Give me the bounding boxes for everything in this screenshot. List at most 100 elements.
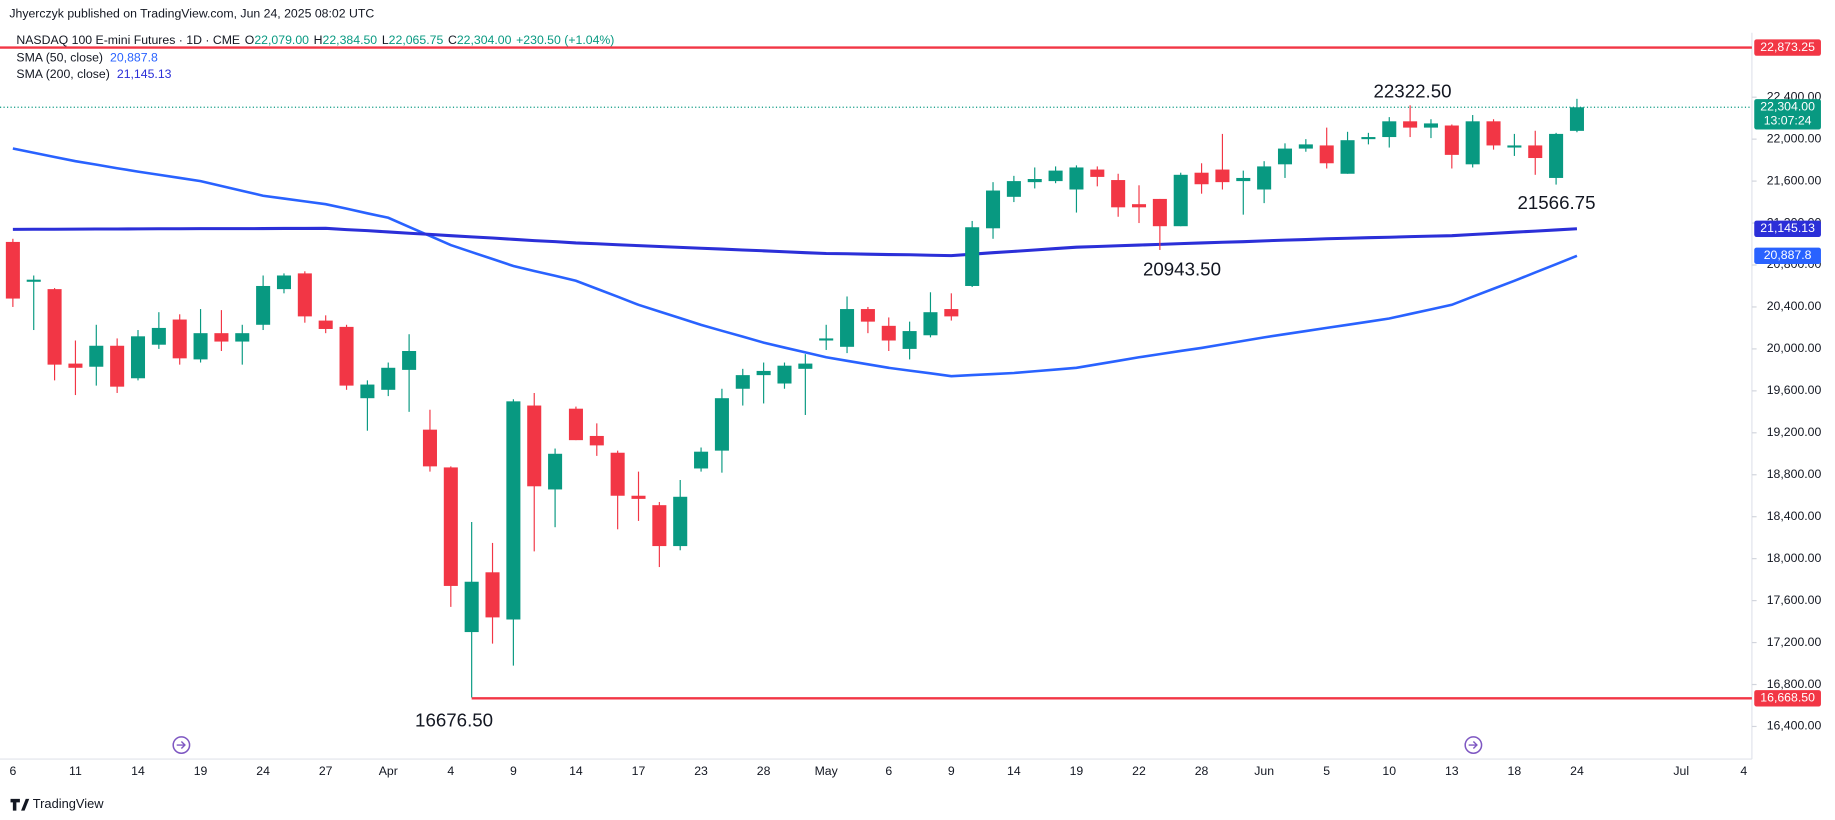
ohlc-label: H <box>314 33 323 47</box>
candle-body <box>1549 133 1564 178</box>
candle-body <box>214 333 229 342</box>
y-tick-label: 17,200.00 <box>1767 635 1822 649</box>
candle-body <box>1111 180 1126 208</box>
candle-body <box>89 345 104 367</box>
x-tick-label: 6 <box>885 764 892 778</box>
candle-body <box>965 227 980 286</box>
candle-body <box>1465 121 1480 165</box>
candle-body <box>673 496 688 547</box>
candle-body <box>589 435 604 446</box>
candle-body <box>1152 198 1167 227</box>
ohlc-value: 22,304.00 <box>457 33 512 47</box>
y-tick-label: 20,000.00 <box>1767 341 1822 355</box>
candle-body <box>860 309 875 322</box>
candle-body <box>944 309 959 317</box>
candle-body <box>714 398 729 451</box>
candle-body <box>1319 145 1334 164</box>
legend-ohlc: NASDAQ 100 E-mini Futures · 1D · CME O22,… <box>16 33 614 47</box>
candle-body <box>756 370 771 376</box>
candle-body <box>1298 144 1313 149</box>
legend-value: 20,887.8 <box>110 51 158 65</box>
candle-body <box>5 241 20 299</box>
y-tick-label: 21,600.00 <box>1767 173 1822 187</box>
event-icon[interactable] <box>1464 736 1483 754</box>
y-tick-label: 18,400.00 <box>1767 509 1822 523</box>
candle-body <box>1069 167 1084 190</box>
x-tick-label: 27 <box>319 764 333 778</box>
x-tick-label: 11 <box>69 764 82 778</box>
candle-body <box>1528 145 1543 159</box>
price-label-box <box>1754 690 1821 707</box>
legend-sma50: SMA (50, close) 20,887.8 <box>16 51 158 65</box>
x-tick-label: Jun <box>1254 764 1274 778</box>
ohlc-value: 22,065.75 <box>389 33 444 47</box>
candle-body <box>1423 123 1438 128</box>
chart-title: NASDAQ 100 E-mini Futures · 1D · CME <box>16 33 240 47</box>
candle-body <box>1569 107 1584 131</box>
candle-body <box>923 312 938 336</box>
x-tick-label: 14 <box>569 764 583 778</box>
candle-body <box>1131 204 1147 208</box>
candle-body <box>902 331 917 349</box>
candle-body <box>151 327 166 345</box>
candle-body <box>1382 121 1397 138</box>
candle-body <box>735 375 750 389</box>
candle-body <box>339 326 354 386</box>
x-tick-label: 9 <box>510 764 517 778</box>
legend-value: 21,145.13 <box>117 67 172 81</box>
candle-body <box>1048 170 1063 182</box>
brand: TradingView <box>33 796 104 811</box>
candle-body <box>360 384 375 399</box>
candle-body <box>610 452 625 496</box>
y-tick-label: 22,000.00 <box>1767 131 1822 145</box>
candle-body <box>568 408 583 441</box>
x-tick-label: 4 <box>1740 764 1747 778</box>
candle-body <box>1173 174 1188 227</box>
x-tick-label: 28 <box>757 764 771 778</box>
y-tick-label: 20,400.00 <box>1767 299 1822 313</box>
candle-body <box>777 365 792 384</box>
sma-line <box>12 147 1578 378</box>
candle-body <box>1236 177 1251 182</box>
x-tick-label: 18 <box>1508 764 1522 778</box>
y-tick-label: 17,600.00 <box>1767 593 1822 607</box>
change: +230.50 (+1.04%) <box>516 33 614 47</box>
event-icon[interactable] <box>172 736 191 754</box>
legend-entry: SMA (50, close) <box>16 51 103 65</box>
candle-body <box>1507 145 1522 148</box>
x-tick-label: Apr <box>379 764 398 778</box>
candle-body <box>1277 148 1293 165</box>
candle-body <box>986 190 1001 229</box>
candle-body <box>1194 172 1209 185</box>
x-tick-label: 23 <box>694 764 708 778</box>
price-label: 20,887.8 <box>1764 248 1812 262</box>
candle-body <box>193 333 208 360</box>
annotation: 16676.50 <box>415 710 493 731</box>
candle-body <box>1090 169 1105 177</box>
x-tick-label: 9 <box>948 764 955 778</box>
candle-body <box>840 309 855 347</box>
candle-body <box>1403 121 1418 128</box>
candle-body <box>256 285 271 325</box>
candle-body <box>1215 169 1230 183</box>
candle-body <box>694 451 709 469</box>
countdown: 13:07:24 <box>1764 114 1812 128</box>
candle-body <box>422 429 437 467</box>
price-label: 22,304.00 <box>1760 100 1815 114</box>
annotation: 22322.50 <box>1374 80 1452 101</box>
x-tick-label: 24 <box>256 764 270 778</box>
candle-body <box>443 467 458 586</box>
candle-body <box>26 279 41 282</box>
candle-body <box>1340 140 1355 174</box>
candle-body <box>485 572 500 618</box>
y-tick-label: 16,800.00 <box>1767 677 1822 691</box>
y-tick-label: 18,800.00 <box>1767 467 1822 481</box>
x-tick-label: 13 <box>1445 764 1459 778</box>
y-tick-label: 16,400.00 <box>1767 719 1822 733</box>
price-label-box <box>1754 247 1821 264</box>
candle-body <box>1006 181 1021 197</box>
brand-logo <box>10 798 30 811</box>
y-tick-label: 19,200.00 <box>1767 425 1822 439</box>
